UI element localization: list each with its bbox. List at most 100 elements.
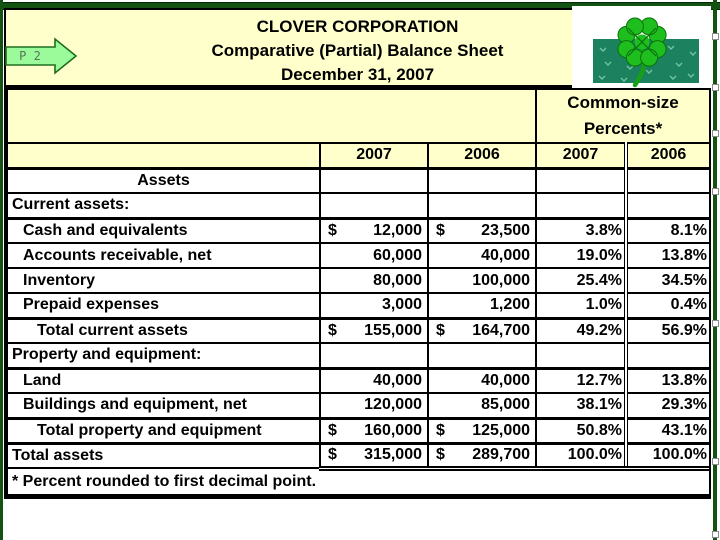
clover-picture (572, 6, 711, 88)
table-row: Land 40,000 40,000 12.7% 13.8% (6, 367, 712, 394)
percent-2007-cell: 19.0% (535, 242, 628, 269)
amount-2006-cell: $23,500 (426, 217, 538, 244)
table-row: Property and equipment: (6, 342, 712, 370)
percent-2006-cell (624, 342, 712, 370)
title-block: CLOVER CORPORATION Comparative (Partial)… (6, 10, 709, 87)
percent-2006-cell: 13.8% (624, 242, 712, 269)
year-header-spacer (6, 142, 321, 170)
percent-2006-cell (624, 192, 712, 220)
selection-handle[interactable] (712, 84, 719, 91)
year-header-row: 2007 2006 2007 2006 (6, 142, 712, 170)
amount-2006-cell: 85,000 (426, 392, 538, 419)
row-label-cell: Total assets (6, 441, 321, 469)
row-label-cell: Property and equipment: (6, 342, 321, 370)
row-label-cell: Cash and equivalents (6, 217, 321, 244)
row-label-cell: Assets (6, 167, 321, 194)
percent-2006-cell: 34.5% (624, 267, 712, 294)
clover-veins (627, 27, 657, 57)
selection-handle[interactable] (712, 188, 719, 195)
table-row: Buildings and equipment, net 120,000 85,… (6, 392, 712, 419)
percent-2006-cell: 100.0% (624, 441, 712, 471)
amount-2006-cell: $289,700 (426, 441, 538, 471)
selection-handle[interactable] (712, 458, 719, 465)
percent-2007-cell: 3.8% (535, 217, 628, 244)
footnote-text: * Percent rounded to first decimal point… (5, 467, 712, 497)
percent-2007-cell: 38.1% (535, 392, 628, 419)
amount-2007-cell: $160,000 (319, 416, 429, 444)
table-row: Current assets: (6, 192, 712, 220)
table-row: Total property and equipment $160,000 $1… (6, 416, 712, 444)
slide-frame-right (713, 0, 717, 540)
table-row: Total current assets $155,000 $164,700 4… (6, 316, 712, 344)
arrow-shape (5, 37, 78, 75)
percent-2006-cell: 0.4% (624, 292, 712, 319)
table-row: Cash and equivalents $12,000 $23,500 3.8… (6, 217, 712, 244)
cs-year-header-2006: 2006 (624, 142, 712, 170)
selection-handle[interactable] (712, 320, 719, 327)
balance-sheet: P 2 CLOVER CORPORATION Comparative (Part… (4, 6, 712, 499)
common-size-header-cell: Common-size Percents* (535, 88, 712, 144)
p2-arrow-button[interactable]: P 2 (5, 37, 79, 75)
percent-2006-cell (624, 167, 712, 194)
percent-2007-cell (535, 192, 628, 220)
common-size-label: Common-size (567, 93, 679, 112)
amount-2007-cell (319, 192, 429, 220)
table-row: Prepaid expenses 3,000 1,200 1.0% 0.4% (6, 292, 712, 319)
p2-arrow-label: P 2 (19, 49, 41, 63)
amount-2007-cell: 80,000 (319, 267, 429, 294)
table-row: Total assets $315,000 $289,700 100.0% 10… (6, 441, 712, 471)
table-row: Inventory 80,000 100,000 25.4% 34.5% (6, 267, 712, 294)
amount-2007-cell: 3,000 (319, 292, 429, 319)
percent-2006-cell: 29.3% (624, 392, 712, 419)
header-spacer-cell (5, 88, 538, 144)
amount-2007-cell (319, 342, 429, 370)
percent-2007-cell: 1.0% (535, 292, 628, 319)
amount-2007-cell: 40,000 (319, 367, 429, 394)
row-label-cell: Accounts receivable, net (6, 242, 321, 269)
amount-2007-cell: 60,000 (319, 242, 429, 269)
amount-2007-cell: $155,000 (319, 316, 429, 344)
selection-handle[interactable] (712, 33, 719, 40)
common-size-header-row: Common-size Percents* (5, 88, 712, 144)
year-header-2006: 2006 (426, 142, 538, 170)
comparative-balance-sheet-table: Common-size Percents* 2007 2006 2007 200… (5, 88, 712, 497)
amount-2007-cell: $315,000 (319, 441, 429, 471)
percent-2006-cell: 43.1% (624, 416, 712, 444)
company-name: CLOVER CORPORATION (256, 17, 459, 36)
amount-2006-cell (426, 342, 538, 370)
selection-handle[interactable] (712, 531, 719, 538)
row-label-cell: Land (6, 367, 321, 394)
percent-2007-cell (535, 342, 628, 370)
cs-year-header-2007: 2007 (535, 142, 628, 170)
amount-2006-cell: 1,200 (426, 292, 538, 319)
percent-2007-cell: 100.0% (535, 441, 628, 471)
row-label-cell: Buildings and equipment, net (6, 392, 321, 419)
year-header-2007: 2007 (319, 142, 429, 170)
footnote-row: * Percent rounded to first decimal point… (5, 467, 712, 497)
selection-handle[interactable] (712, 130, 719, 137)
percent-2007-cell (535, 167, 628, 194)
title-band: P 2 CLOVER CORPORATION Comparative (Part… (5, 6, 711, 88)
percent-2006-cell: 56.9% (624, 316, 712, 344)
percent-2007-cell: 49.2% (535, 316, 628, 344)
amount-2006-cell: 40,000 (426, 242, 538, 269)
clover-icon (593, 17, 699, 88)
amount-2006-cell (426, 192, 538, 220)
table-row: Assets (6, 167, 712, 194)
percent-2006-cell: 8.1% (624, 217, 712, 244)
amount-2007-cell: $12,000 (319, 217, 429, 244)
amount-2006-cell (426, 167, 538, 194)
percent-2007-cell: 25.4% (535, 267, 628, 294)
percent-2007-cell: 12.7% (535, 367, 628, 394)
amount-2006-cell: $164,700 (426, 316, 538, 344)
percent-2007-cell: 50.8% (535, 416, 628, 444)
row-label-cell: Inventory (6, 267, 321, 294)
amount-2006-cell: 100,000 (426, 267, 538, 294)
row-label-cell: Total current assets (6, 316, 321, 344)
amount-2006-cell: $125,000 (426, 416, 538, 444)
table-row: Accounts receivable, net 60,000 40,000 1… (6, 242, 712, 269)
percents-label: Percents* (583, 119, 663, 138)
row-label-cell: Total property and equipment (6, 416, 321, 444)
report-name: Comparative (Partial) Balance Sheet (211, 41, 504, 60)
amount-2007-cell (319, 167, 429, 194)
